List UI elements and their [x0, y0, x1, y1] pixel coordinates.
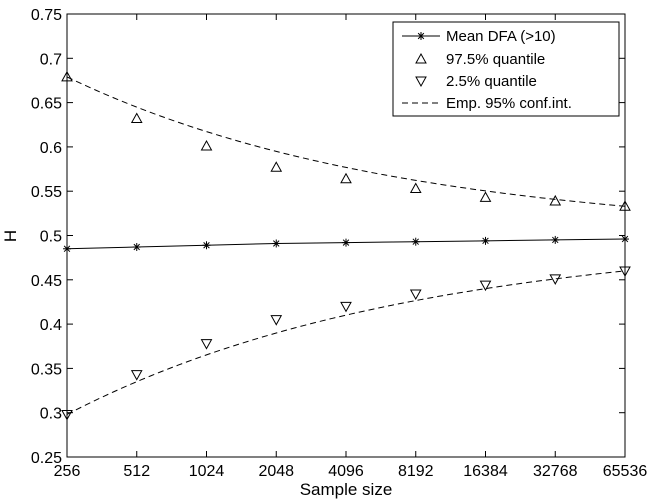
legend-label-lower: 2.5% quantile: [446, 73, 537, 90]
y-tick-label: 0.5: [40, 229, 62, 246]
y-tick-label: 0.4: [40, 317, 62, 334]
x-tick-label: 65536: [603, 463, 648, 480]
mean-point: [63, 244, 71, 253]
x-tick-label: 32768: [533, 463, 578, 480]
mean-point: [272, 239, 281, 248]
lower-quantile-point: [130, 370, 143, 381]
legend-asterisk: [417, 32, 425, 40]
upper-quantile-point: [340, 172, 352, 184]
legend-triangle-down: [415, 76, 427, 88]
lower-quantile-point: [340, 301, 352, 313]
mean-point: [202, 241, 211, 250]
y-tick-label: 0.65: [31, 96, 62, 113]
mean-point: [132, 243, 141, 252]
x-axis-title: Sample size: [300, 480, 393, 499]
y-tick-label: 0.3: [40, 406, 62, 423]
upper-quantile-point: [479, 191, 492, 202]
legend-triangle-down-marker: [415, 76, 427, 88]
mean-point: [411, 237, 420, 246]
y-axis-title: H: [1, 230, 20, 242]
upper-quantile-point: [549, 194, 562, 206]
upper-quantile-point: [200, 139, 213, 151]
mean-point: [481, 236, 490, 245]
x-tick-label: 512: [123, 463, 150, 480]
y-tick-label: 0.35: [31, 361, 62, 378]
lower-quantile-point: [479, 280, 492, 292]
lower-quantile-point: [270, 315, 283, 326]
legend-triangle-up: [415, 52, 427, 64]
lower-confidence-curve: [66, 270, 626, 415]
x-tick-label: 16384: [463, 463, 508, 480]
mean-point: [342, 238, 350, 247]
lower-quantile-point: [409, 289, 422, 301]
mean-point: [551, 235, 560, 244]
y-tick-label: 0.55: [31, 184, 62, 201]
lower-quantile-point: [61, 409, 73, 421]
upper-confidence-curve: [66, 76, 626, 207]
x-tick-label: 2048: [258, 463, 294, 480]
legend-triangle-up-marker: [415, 52, 427, 64]
markers: [61, 70, 631, 421]
y-tick-label: 0.7: [40, 51, 62, 68]
y-tick-label: 0.75: [31, 7, 62, 24]
lower-quantile-point: [549, 274, 562, 285]
x-tick-label: 256: [54, 463, 81, 480]
upper-quantile-point: [61, 70, 73, 82]
legend: Mean DFA (>10) 97.5% quantile 2.5% quant…: [392, 21, 620, 117]
y-tick-label: 0.25: [31, 450, 62, 467]
upper-quantile-point: [270, 161, 283, 172]
legend-label-mean: Mean DFA (>10): [446, 28, 556, 45]
y-tick-label: 0.6: [40, 140, 62, 157]
lower-quantile-point: [200, 339, 213, 350]
x-tick-label: 8192: [398, 463, 434, 480]
lower-quantile-point: [619, 266, 631, 277]
legend-box: [392, 21, 620, 117]
mean-point: [621, 235, 629, 244]
y-tick-label: 0.45: [31, 273, 62, 290]
legend-label-upper: 97.5% quantile: [446, 51, 545, 68]
legend-asterisk-marker: [417, 32, 425, 40]
legend-label-conf: Emp. 95% conf.int.: [446, 95, 572, 112]
upper-quantile-point: [619, 200, 631, 211]
x-tick-label: 4096: [328, 463, 364, 480]
x-tick-label: 1024: [189, 463, 225, 480]
upper-quantile-point: [130, 112, 143, 124]
upper-quantile-point: [409, 182, 422, 194]
ticks: 256 512 1024 2048 4096 8192 16384 32768 65536 0.2…: [31, 7, 647, 480]
